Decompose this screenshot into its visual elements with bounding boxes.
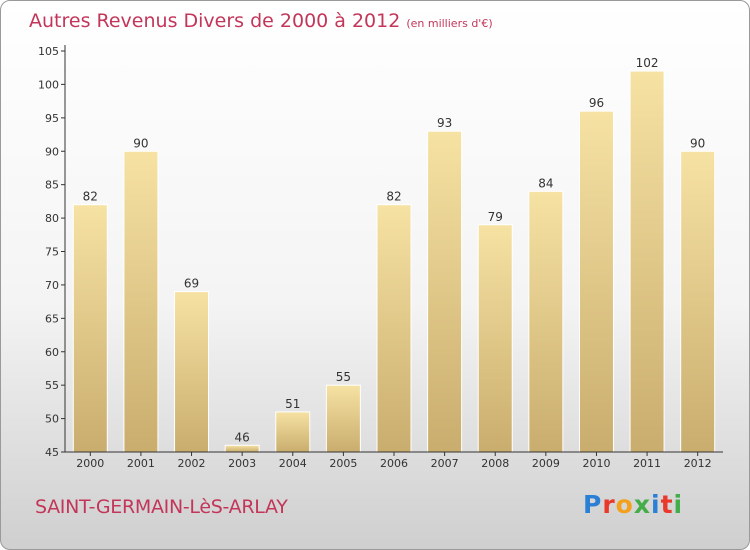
y-tick-label-55: 55 (45, 379, 59, 392)
bar-2007 (427, 130, 463, 453)
y-tick-label-70: 70 (45, 279, 59, 292)
x-tick-label-2008: 2008 (481, 457, 509, 470)
bar-2011 (629, 70, 665, 453)
x-tick-label-2002: 2002 (178, 457, 206, 470)
x-tick-label-2007: 2007 (431, 457, 459, 470)
data-label-2005: 55 (336, 370, 351, 384)
bar-2003 (224, 444, 260, 453)
logo-letter: o (615, 490, 634, 519)
y-tick-label-50: 50 (45, 413, 59, 426)
x-tick-label-2011: 2011 (633, 457, 661, 470)
logo-letter: i (673, 490, 684, 519)
x-tick-label-2009: 2009 (532, 457, 560, 470)
bar-2010 (578, 110, 614, 453)
x-tick-label-2010: 2010 (582, 457, 610, 470)
y-tick-label-95: 95 (45, 112, 59, 125)
data-label-2007: 93 (437, 116, 452, 130)
x-tick-label-2005: 2005 (329, 457, 357, 470)
x-tick-label-2000: 2000 (76, 457, 104, 470)
data-label-2003: 46 (235, 430, 250, 444)
data-label-2008: 79 (488, 210, 503, 224)
data-label-2006: 82 (386, 190, 401, 204)
y-tick-label-65: 65 (45, 312, 59, 325)
y-tick-label-80: 80 (45, 212, 59, 225)
bar-2004 (275, 411, 311, 453)
chart-title: Autres Revenus Divers de 2000 à 2012 (en … (29, 10, 493, 32)
bar-2006 (376, 204, 412, 453)
bar-2008 (477, 224, 513, 453)
logo-letter: t (660, 490, 674, 519)
proxiti-logo: Proxiti (583, 490, 683, 519)
data-label-2002: 69 (184, 277, 199, 291)
data-label-2010: 96 (589, 96, 604, 110)
logo-letter: i (651, 490, 661, 519)
data-label-2004: 51 (285, 397, 300, 411)
bar-2002 (174, 291, 210, 453)
bar-2005 (325, 384, 361, 453)
y-tick-label-105: 105 (38, 45, 59, 58)
y-tick-label-75: 75 (45, 246, 59, 259)
chart-unit: (en milliers d'€) (406, 17, 493, 30)
bar-2000 (72, 204, 108, 453)
logo-letter: P (583, 490, 603, 519)
data-label-2001: 90 (133, 136, 148, 150)
commune-name: SAINT-GERMAIN-LèS-ARLAY (35, 496, 288, 518)
y-tick-label-90: 90 (45, 145, 59, 158)
x-tick-label-2004: 2004 (279, 457, 307, 470)
data-label-2000: 82 (83, 190, 98, 204)
bar-2009 (528, 190, 564, 453)
y-tick-label-45: 45 (45, 446, 59, 459)
logo-letter: r (602, 490, 616, 519)
bar-2012 (680, 150, 716, 453)
chart-title-text: Autres Revenus Divers de 2000 à 2012 (29, 10, 401, 32)
logo-letter: x (633, 490, 651, 519)
x-tick-label-2001: 2001 (127, 457, 155, 470)
data-label-2012: 90 (690, 136, 705, 150)
x-tick-label-2006: 2006 (380, 457, 408, 470)
x-tick-label-2012: 2012 (684, 457, 712, 470)
axes-group: 2000 2001 2002 2003 2004 2005 2006 2007 2008 2009… (38, 45, 723, 470)
bars-group: 82 90 69 46 51 55 82 93 79 84 96 102 90 (72, 56, 716, 453)
data-label-2011: 102 (636, 56, 659, 70)
y-tick-label-60: 60 (45, 346, 59, 359)
y-tick-label-85: 85 (45, 179, 59, 192)
x-tick-label-2003: 2003 (228, 457, 256, 470)
bar-2001 (123, 150, 159, 453)
y-tick-label-100: 100 (38, 78, 59, 91)
data-label-2009: 84 (538, 176, 553, 190)
